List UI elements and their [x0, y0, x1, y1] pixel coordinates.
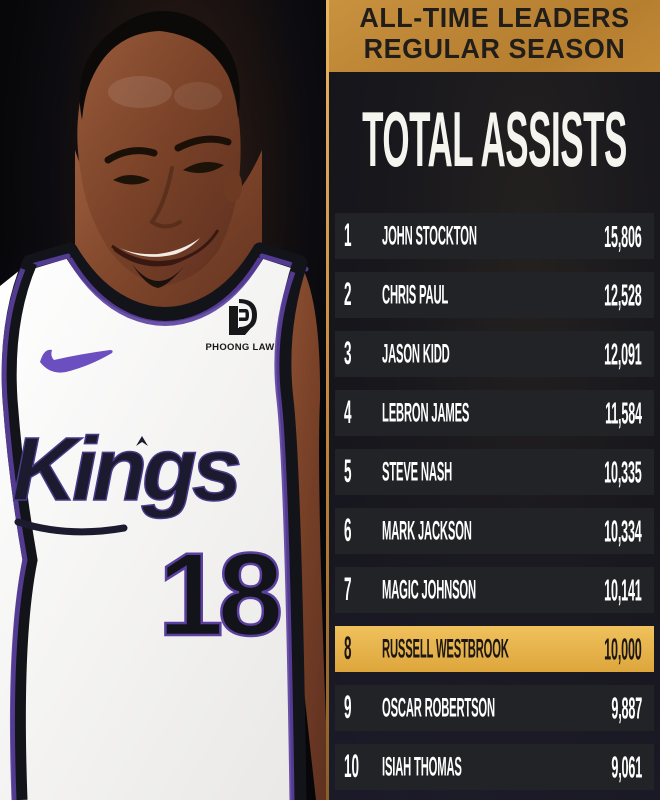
- svg-text:PHOONG LAW: PHOONG LAW: [206, 342, 275, 353]
- svg-text:18: 18: [158, 529, 280, 661]
- svg-text:Kings: Kings: [12, 420, 239, 520]
